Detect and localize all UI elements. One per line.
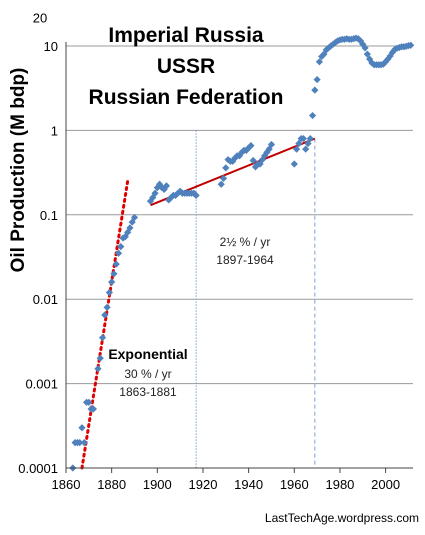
data-point bbox=[306, 134, 314, 143]
source-credit: LastTechAge.wordpress.com bbox=[265, 511, 419, 525]
x-tick-label: 2000 bbox=[371, 477, 400, 492]
data-point bbox=[80, 438, 88, 447]
data-point bbox=[85, 398, 93, 406]
event-markers bbox=[195, 130, 316, 468]
y-tick-label: 20 bbox=[33, 11, 47, 26]
exponential-period-label: 1863-1881 bbox=[119, 385, 177, 399]
data-point bbox=[331, 38, 339, 47]
data-point bbox=[295, 139, 303, 148]
exponential-trend-line bbox=[80, 179, 130, 470]
data-point bbox=[407, 41, 415, 49]
data-point bbox=[311, 86, 319, 94]
data-point bbox=[313, 75, 321, 84]
data-point bbox=[329, 40, 337, 48]
data-point bbox=[89, 405, 97, 413]
data-point bbox=[192, 191, 200, 199]
data-point bbox=[94, 365, 102, 373]
data-point bbox=[304, 139, 312, 148]
data-points bbox=[69, 34, 415, 472]
data-point bbox=[117, 242, 125, 251]
data-point bbox=[299, 134, 308, 143]
x-tick-label: 1900 bbox=[143, 477, 172, 492]
data-point bbox=[78, 424, 86, 432]
data-point bbox=[110, 270, 118, 278]
data-point bbox=[292, 145, 301, 153]
title-line-3: Russian Federation bbox=[89, 86, 284, 109]
data-point bbox=[217, 180, 225, 188]
data-point bbox=[359, 40, 367, 48]
data-point bbox=[290, 160, 298, 168]
data-point bbox=[379, 60, 387, 68]
data-point bbox=[112, 260, 120, 268]
data-point bbox=[151, 189, 159, 197]
x-tick-label: 1960 bbox=[280, 477, 309, 492]
x-tick-label: 1880 bbox=[97, 477, 126, 492]
data-point bbox=[249, 156, 257, 165]
data-point bbox=[251, 163, 260, 171]
y-tick-label: 1 bbox=[51, 123, 58, 138]
data-point bbox=[98, 334, 107, 342]
data-point bbox=[388, 48, 397, 56]
data-point bbox=[315, 58, 324, 66]
data-point bbox=[361, 44, 369, 52]
x-tick-label: 1980 bbox=[325, 477, 354, 492]
y-tick-label: 0.0001 bbox=[18, 461, 58, 476]
data-point bbox=[126, 224, 134, 232]
exponential-rate-label: 30 % / yr bbox=[124, 367, 171, 381]
data-point bbox=[76, 438, 84, 447]
y-tick-label: 0.001 bbox=[25, 377, 58, 392]
data-point bbox=[267, 140, 276, 149]
y-tick-label: 0.1 bbox=[40, 208, 58, 223]
data-point bbox=[222, 164, 230, 172]
y-tick-label: 10 bbox=[44, 39, 58, 54]
data-point bbox=[382, 58, 390, 66]
data-point bbox=[261, 152, 269, 160]
data-point bbox=[384, 55, 392, 63]
data-point bbox=[219, 174, 228, 182]
data-point bbox=[108, 278, 116, 286]
data-point bbox=[103, 303, 111, 311]
title-line-2: USSR bbox=[157, 55, 215, 78]
data-point bbox=[130, 213, 139, 222]
exponential-label: Exponential bbox=[108, 346, 187, 362]
title-line-1: Imperial Russia bbox=[108, 24, 264, 47]
data-point bbox=[256, 160, 264, 168]
x-tick-label: 1940 bbox=[234, 477, 263, 492]
x-tick-label: 1920 bbox=[189, 477, 218, 492]
data-point bbox=[105, 288, 113, 297]
linear-period-label: 1897-1964 bbox=[216, 253, 274, 267]
data-point bbox=[258, 156, 266, 164]
axes: 0.0001 0.001 0.01 0.1 1 10 20 1860 1880 1900 1920 1… bbox=[18, 11, 413, 492]
data-point bbox=[386, 52, 394, 60]
data-point bbox=[96, 354, 104, 362]
data-point bbox=[356, 37, 365, 45]
x-tick-label: 1860 bbox=[52, 477, 81, 492]
linear-rate-label: 2½ % / yr bbox=[220, 235, 271, 249]
data-point bbox=[162, 182, 171, 190]
data-point bbox=[101, 311, 109, 319]
y-tick-label: 0.01 bbox=[33, 292, 58, 307]
data-point bbox=[247, 142, 255, 150]
data-point bbox=[302, 145, 310, 153]
data-point bbox=[263, 148, 271, 156]
data-point bbox=[308, 111, 317, 120]
data-point bbox=[114, 249, 123, 257]
y-axis-label: Oil Production (M bdp) bbox=[8, 68, 29, 273]
